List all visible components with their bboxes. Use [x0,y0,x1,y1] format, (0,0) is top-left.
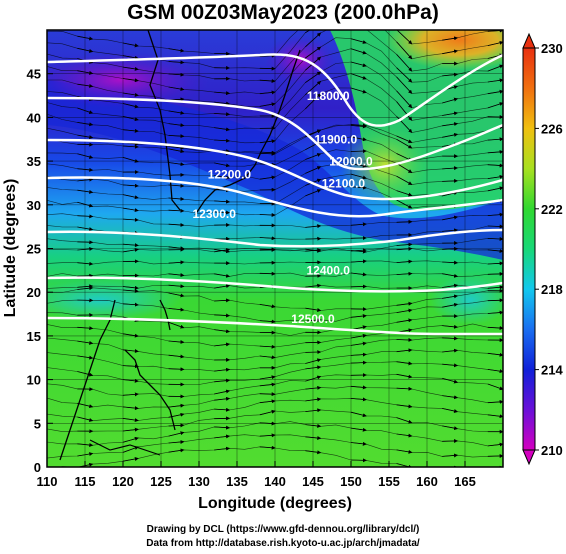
warm-pocket-shading [340,125,430,205]
y-tick-label: 40 [27,110,41,125]
x-axis-label: Longitude (degrees) [198,495,352,512]
x-tick-label: 110 [37,474,58,489]
contour-label: 12000.0 [329,154,373,168]
x-tick-label: 145 [302,474,324,489]
y-axis: 0 5 10 15 20 25 30 35 40 45 [27,67,53,475]
contour-label: 11800.0 [307,89,350,103]
credit-drawing: Drawing by DCL (https://www.gfd-dennou.o… [146,524,420,535]
height-contours [47,53,503,336]
contour-label: 12500.0 [291,312,335,326]
y-tick-label: 30 [27,198,41,213]
cold-core-shading [47,52,210,108]
cold-core-shading-2 [265,35,335,85]
colorbar-tick-label: 226 [541,121,563,136]
colorbar: 210 214 218 222 226 230 [522,32,563,466]
map-title: GSM 00Z03May2023 (200.0hPa) [127,1,439,24]
y-tick-label: 20 [27,285,41,300]
colorbar-scale [522,47,536,451]
x-tick-label: 155 [378,474,400,489]
x-axis: 110 115 120 125 130 135 140 145 150 155 160 165 [37,461,476,489]
colorbar-tick-label: 214 [541,363,563,378]
y-tick-label: 0 [34,460,41,475]
x-tick-label: 160 [416,474,438,489]
y-tick-label: 10 [27,373,41,388]
x-tick-label: 115 [75,474,96,489]
contour-label: 12100.0 [322,176,366,190]
colorbar-tick-label: 222 [541,202,563,217]
x-tick-label: 165 [454,474,476,489]
y-tick-label: 25 [27,242,41,257]
streamlines [47,30,503,467]
y-tick-label: 35 [27,154,41,169]
contour-label: 12300.0 [193,207,237,221]
x-tick-label: 135 [226,474,248,489]
contour-label: 11900.0 [314,133,357,147]
contour-labels: 11800.0 11900.0 12000.0 12100.0 12200.0 12300… [193,89,374,326]
x-tick-label: 120 [112,474,134,489]
credit-data: Data from http://database.rish.kyoto-u.a… [146,538,420,549]
cyan-band-shading [47,280,180,320]
contour-label: 12200.0 [208,168,252,182]
cyan-band-shading-2 [430,275,503,325]
x-tick-label: 150 [340,474,362,489]
y-axis-label: Latitude (degrees) [2,179,19,318]
colorbar-tick-label: 210 [541,443,563,458]
contour-label: 12400.0 [307,264,351,278]
plot-area: 11800.0 11900.0 12000.0 12100.0 12200.0 12300… [47,30,503,467]
y-tick-label: 45 [27,67,41,82]
colorbar-tick-label: 230 [541,41,563,56]
colorbar-min-arrow [522,449,536,466]
y-tick-label: 5 [34,416,41,431]
x-tick-label: 125 [150,474,172,489]
colorbar-tick-label: 218 [541,282,563,297]
y-tick-label: 15 [27,329,41,344]
warm-core-shading [385,30,503,70]
x-tick-label: 140 [264,474,286,489]
colorbar-max-arrow [522,32,536,49]
x-tick-label: 130 [188,474,210,489]
coastline [59,30,301,461]
